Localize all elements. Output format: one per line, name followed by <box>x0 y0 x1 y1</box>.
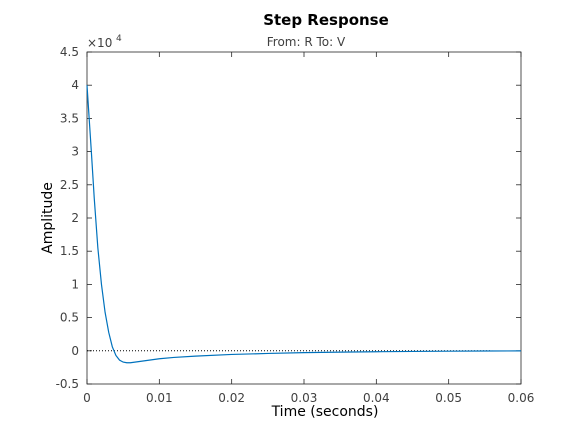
y-tick-label: 2.5 <box>60 178 79 192</box>
chart-title: Step Response <box>263 11 389 29</box>
x-tick-label: 0.06 <box>508 391 535 405</box>
y-tick-label: 3 <box>71 145 79 159</box>
y-tick-label: 4.5 <box>60 45 79 59</box>
y-tick-label: 3.5 <box>60 111 79 125</box>
x-axis-label: Time (seconds) <box>271 404 379 420</box>
y-tick-label: 4 <box>71 78 79 92</box>
y-tick-label: 0.5 <box>60 311 79 325</box>
plot-frame <box>86 51 522 385</box>
y-tick-label: 0 <box>71 344 79 358</box>
y-axis-exponent-power: 4 <box>116 34 122 44</box>
chart-subtitle: From: R To: V <box>267 35 346 49</box>
y-tick-label: 1.5 <box>60 244 79 258</box>
x-tick-label: 0.04 <box>363 391 390 405</box>
x-tick-label: 0.02 <box>218 391 245 405</box>
x-tick-label: 0 <box>83 391 91 405</box>
y-tick-label: 1 <box>71 277 79 291</box>
y-axis-exponent: ×10 4 <box>87 34 122 50</box>
x-tick-label: 0.05 <box>435 391 462 405</box>
x-tick-label: 0.03 <box>291 391 318 405</box>
series-line <box>86 85 522 364</box>
y-tick-label: -0.5 <box>56 377 79 391</box>
y-axis-exponent-base: ×10 <box>87 36 112 50</box>
y-axis-label: Amplitude <box>40 182 56 254</box>
plot-area: 0 0.01 0.02 0.03 0.04 0.05 0.06 -0.5 0 0.5 1 1.5 2 2.… <box>56 45 535 405</box>
y-tick-label: 2 <box>71 211 79 225</box>
x-tick-label: 0.01 <box>146 391 173 405</box>
